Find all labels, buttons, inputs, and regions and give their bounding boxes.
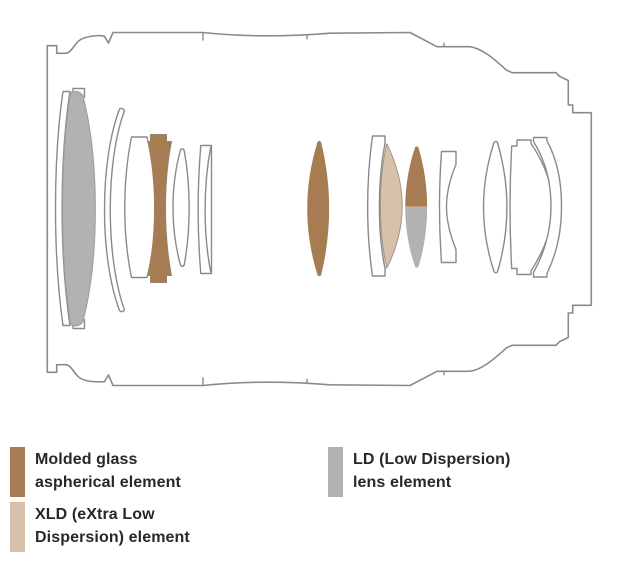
lens-element-aspherical-biconvex xyxy=(307,140,330,277)
lens-construction-diagram xyxy=(46,31,593,387)
legend-item-aspherical: Molded glass aspherical element xyxy=(10,447,181,497)
lens-element-meniscus-2 xyxy=(103,107,126,313)
lens-element-xld xyxy=(379,143,403,269)
hybrid-element-bottom-half-ld xyxy=(405,206,428,268)
legend-item-xld: XLD (eXtra Low Dispersion) element xyxy=(10,502,190,552)
lens-element-ld-front xyxy=(62,90,96,327)
lens-element-xld-carrier xyxy=(366,135,386,277)
barrel-tick-marks xyxy=(202,31,445,387)
legend-label-xld: XLD (eXtra Low Dispersion) element xyxy=(35,502,190,549)
lens-elements-colored xyxy=(62,90,428,327)
lens-element-plano-concave-mid-surface xyxy=(204,146,212,273)
barrel-profile xyxy=(46,31,593,387)
lens-element-aspherical-biconcave xyxy=(147,134,172,283)
legend-label-ld: LD (Low Dispersion) lens element xyxy=(353,447,510,494)
legend-label-xld-line1: XLD (eXtra Low xyxy=(35,506,155,523)
lens-barrel-outline xyxy=(46,31,593,387)
legend-label-xld-line2: Dispersion) element xyxy=(35,529,190,546)
aspherical-color-swatch xyxy=(10,447,25,497)
lens-element-doublet2-rear xyxy=(532,136,563,278)
legend-item-ld: LD (Low Dispersion) lens element xyxy=(328,447,510,497)
legend-label-aspherical-line2: aspherical element xyxy=(35,474,181,491)
lens-element-doublet2-front xyxy=(509,139,554,276)
legend-label-aspherical-line1: Molded glass xyxy=(35,451,138,468)
legend-label-ld-line1: LD (Low Dispersion) xyxy=(353,451,511,468)
ld-color-swatch xyxy=(328,447,343,497)
lens-element-biconvex-small xyxy=(172,148,190,268)
lens-elements-white xyxy=(54,87,563,330)
lens-element-thin-concave-rear xyxy=(438,150,457,264)
xld-color-swatch xyxy=(10,502,25,552)
legend-label-ld-line2: lens element xyxy=(353,474,452,491)
lens-element-hybrid-aspherical-ld xyxy=(405,146,428,268)
hybrid-element-top-half-aspherical xyxy=(405,146,428,207)
lens-element-biconvex-rear xyxy=(482,140,508,274)
legend-label-aspherical: Molded glass aspherical element xyxy=(35,447,181,494)
